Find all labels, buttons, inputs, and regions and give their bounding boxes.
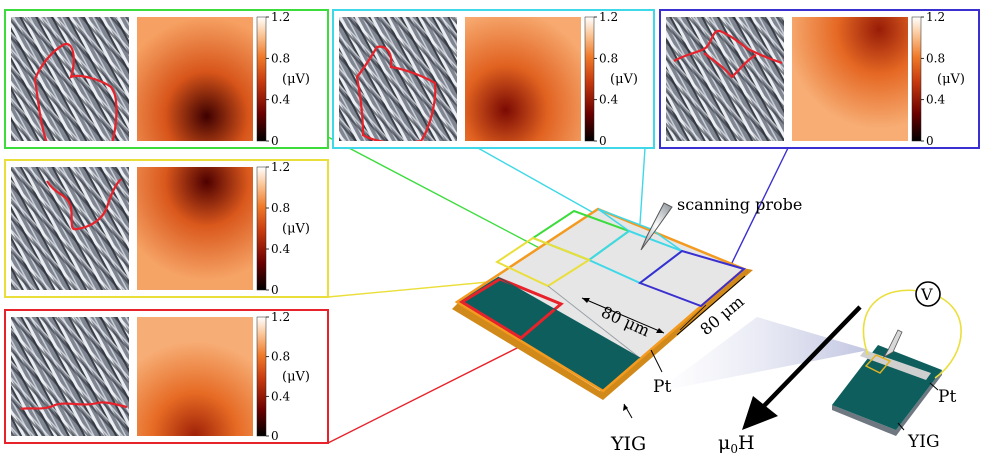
label-yig: YIG	[610, 433, 646, 455]
colorbar-unit-cyan: (μV)	[610, 72, 638, 87]
sem-image-blue	[666, 17, 784, 141]
connector-lines	[327, 136, 789, 444]
colorbar-tick-cyan: 0.8	[599, 51, 618, 65]
colorbar-tick-cyan: 0.4	[599, 93, 618, 107]
colorbar-cyan	[584, 16, 595, 142]
colorbar-green	[256, 16, 267, 142]
small-yig-top	[832, 345, 942, 430]
colorbar-tick-green: 0.8	[271, 51, 290, 65]
connector-green	[327, 136, 550, 254]
dim-arrow-1	[581, 297, 665, 334]
colorbar-red	[256, 316, 267, 437]
connector-cyan-2	[639, 147, 646, 225]
colorbar-unit-blue: (μV)	[937, 72, 965, 87]
label-small-yig: YIG	[907, 432, 940, 452]
label-scanning-probe: scanning probe	[677, 195, 802, 214]
colorbar-blue	[911, 16, 922, 142]
small-probe	[882, 329, 903, 359]
scan-square-yellow	[494, 236, 592, 288]
small-pt-strip	[860, 350, 931, 380]
connector-yellow	[327, 280, 500, 298]
colorbar-tick-yellow: 0	[271, 283, 279, 297]
small-scan-square	[864, 354, 892, 374]
small-pt-pointer	[929, 382, 939, 391]
colorbar-yellow	[256, 166, 267, 291]
colorbar-tick-green: 0	[271, 134, 279, 148]
panel-green: 1.2 0.8 0.4 0 (μV)	[4, 9, 329, 149]
label-voltmeter: V	[920, 285, 933, 304]
scanning-probe-tip	[640, 202, 673, 251]
colorbar-tick-red: 0	[271, 429, 279, 443]
label-field: μ0H	[718, 432, 755, 456]
scan-square-blue	[637, 249, 747, 308]
small-device	[832, 281, 962, 436]
pt-pointer	[650, 349, 663, 373]
domain-boundary-cyan	[355, 45, 437, 141]
sem-image-green	[11, 17, 129, 141]
connector-red	[327, 343, 526, 444]
colorbar-tick-blue: 0.4	[926, 93, 945, 107]
panel-blue: 1.2 0.8 0.4 0 (μV)	[659, 9, 980, 149]
measurement-panels: 1.2 0.8 0.4 0 (μV) 1.2 0.8 0.4 0 (μV) 1.2 0.8 0.4 0 (μ…	[4, 9, 980, 444]
connector-blue	[728, 147, 789, 270]
small-yig-side	[832, 370, 942, 436]
colorbar-tick-blue: 0	[926, 134, 934, 148]
heatmap-green	[137, 17, 253, 141]
heatmap-yellow	[137, 167, 253, 290]
colorbar-tick-yellow: 0.4	[271, 242, 290, 256]
colorbar-tick-red: 0.8	[271, 350, 290, 364]
colorbar-tick-yellow: 1.2	[271, 160, 290, 174]
colorbar-tick-red: 0.4	[271, 389, 290, 403]
colorbar-unit-red: (μV)	[282, 370, 310, 385]
sample-3d	[452, 202, 753, 419]
colorbar-unit-green: (μV)	[282, 72, 310, 87]
label-pt: Pt	[653, 377, 671, 397]
sem-image-cyan	[339, 17, 457, 141]
colorbar-tick-blue: 1.2	[926, 10, 945, 24]
domain-boundary-yellow	[46, 178, 122, 231]
colorbar-tick-cyan: 0	[599, 134, 607, 148]
small-yig-pointer	[897, 422, 905, 431]
domain-boundary-red	[20, 401, 128, 411]
scan-square-red	[459, 277, 564, 340]
colorbar-tick-yellow: 0.8	[271, 201, 290, 215]
panel-yellow: 1.2 0.8 0.4 0 (μV)	[4, 159, 329, 298]
colorbar-tick-blue: 0.8	[926, 51, 945, 65]
colorbar-tick-cyan: 1.2	[599, 10, 618, 24]
voltmeter-icon	[915, 281, 941, 307]
heatmap-cyan	[465, 17, 581, 141]
panel-cyan: 1.2 0.8 0.4 0 (μV)	[332, 9, 655, 149]
colorbar-unit-yellow: (μV)	[282, 222, 310, 237]
heatmap-red	[137, 317, 253, 436]
colorbar-tick-green: 1.2	[271, 10, 290, 24]
field-arrow	[742, 305, 862, 430]
heatmap-blue	[792, 17, 908, 141]
sem-image-red	[11, 317, 129, 436]
label-small-pt: Pt	[938, 387, 956, 407]
colorbar-tick-red: 1.2	[271, 310, 290, 324]
panel-red: 1.2 0.8 0.4 0 (μV)	[4, 309, 329, 444]
zoom-beam	[656, 317, 869, 392]
domain-boundary-blue	[673, 29, 783, 79]
yig-exposed-area	[457, 277, 640, 391]
colorbar-tick-green: 0.4	[271, 93, 290, 107]
domain-boundary-green	[33, 42, 118, 141]
sem-image-yellow	[11, 167, 129, 290]
dim-arrow-2	[676, 275, 746, 336]
